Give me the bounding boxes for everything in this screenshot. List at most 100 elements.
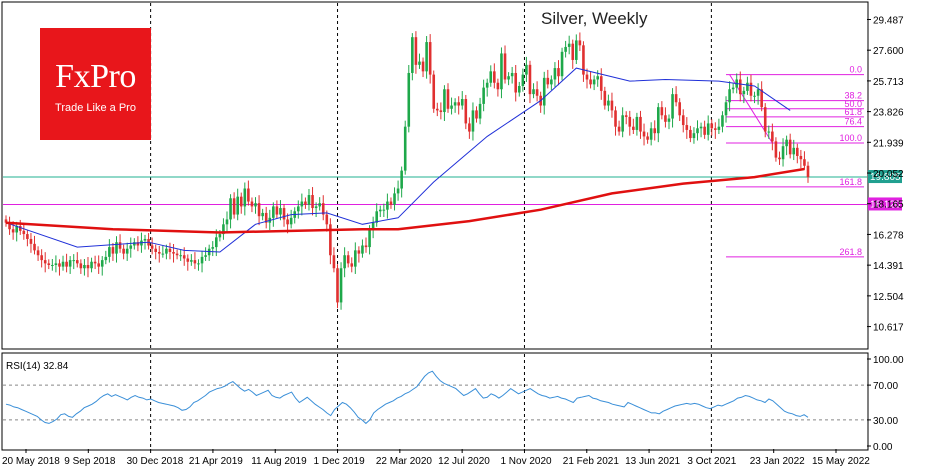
- candle-body: [778, 157, 781, 160]
- candle-body: [703, 126, 706, 135]
- moving-average-line: [5, 167, 805, 234]
- candle-body: [478, 103, 482, 119]
- candle-body: [607, 100, 610, 106]
- candle-body: [692, 133, 696, 139]
- candle-body: [204, 255, 207, 257]
- candle-body: [272, 206, 275, 218]
- candle-body: [460, 99, 464, 106]
- candle-body: [218, 234, 222, 238]
- candle-body: [264, 212, 268, 223]
- candle-body: [157, 251, 161, 254]
- candle-body: [36, 250, 40, 256]
- candle-body: [396, 188, 400, 194]
- candle-body: [731, 87, 735, 90]
- candle-body: [493, 71, 496, 83]
- candle-body: [386, 201, 389, 210]
- time-tick-label: 30 Dec 2018: [127, 456, 184, 467]
- candle-body: [296, 206, 300, 212]
- candle-body: [639, 116, 642, 132]
- time-tick-label: 3 Oct 2021: [687, 456, 736, 467]
- price-badge: [868, 197, 902, 211]
- candle-body: [125, 248, 129, 254]
- rsi-series: 100.00 70.00 30.00 0.00: [3, 355, 904, 453]
- candle-body: [624, 115, 628, 117]
- candle-body: [100, 260, 104, 267]
- candle-body: [236, 196, 239, 215]
- candle-body: [378, 209, 382, 212]
- candle-body: [18, 225, 22, 231]
- candle-body: [596, 76, 599, 80]
- candle-body: [535, 89, 539, 96]
- candle-body: [599, 76, 603, 91]
- candle-body: [756, 89, 760, 96]
- candles: [4, 31, 810, 310]
- candle-body: [393, 193, 396, 205]
- candle-body: [311, 195, 314, 209]
- candle-body: [371, 222, 375, 230]
- time-tick-label: 22 Mar 2020: [376, 456, 433, 467]
- candle-body: [717, 126, 721, 130]
- price-tick-label: 23.826: [873, 108, 904, 119]
- candle-body: [11, 229, 15, 233]
- candle-body: [136, 242, 140, 246]
- candle-body: [286, 219, 289, 225]
- candle-body: [550, 79, 553, 85]
- time-tick-label: 13 Jun 2021: [625, 456, 680, 467]
- candle-body: [421, 61, 425, 72]
- candle-body: [749, 82, 753, 96]
- candle-body: [111, 247, 115, 254]
- candle-body: [403, 126, 407, 171]
- candle-body: [746, 82, 749, 91]
- price-tick-label: 25.713: [873, 77, 904, 88]
- candle-body: [674, 94, 678, 103]
- candle-body: [710, 123, 714, 129]
- candle-body: [781, 146, 785, 160]
- candle-body: [318, 203, 321, 207]
- candle-body: [279, 208, 282, 215]
- logo-tagline: Trade Like a Pro: [55, 102, 136, 114]
- candle-body: [51, 265, 54, 267]
- candle-body: [503, 53, 507, 80]
- candle-body: [528, 64, 532, 95]
- candle-body: [122, 248, 125, 254]
- price-badge-label: 18.120: [870, 199, 901, 210]
- candle-body: [375, 211, 379, 223]
- candle-body: [175, 253, 179, 256]
- candle-body: [796, 147, 799, 156]
- candle-body: [671, 94, 674, 119]
- candle-body: [724, 102, 728, 116]
- candle-body: [468, 123, 471, 132]
- candle-body: [211, 247, 215, 249]
- candle-body: [314, 206, 318, 209]
- candle-body: [193, 260, 197, 264]
- candle-body: [254, 203, 257, 207]
- candle-body: [517, 85, 521, 93]
- candle-body: [525, 64, 528, 75]
- candle-body: [453, 102, 457, 106]
- candle-body: [304, 201, 307, 205]
- candle-body: [514, 72, 518, 93]
- horizontal-levels: 19.805 18.120: [3, 170, 902, 211]
- price-badge: [868, 170, 902, 184]
- time-axis: 20 May 2018 9 Sep 2018 30 Dec 2018 21 Apr 2…: [2, 449, 870, 467]
- time-tick-label: 1 Dec 2019: [314, 456, 366, 467]
- candle-body: [364, 245, 368, 248]
- candle-body: [172, 251, 175, 254]
- candle-body: [336, 268, 339, 303]
- candle-body: [771, 131, 774, 142]
- candle-body: [714, 128, 717, 130]
- candle-body: [190, 260, 193, 262]
- time-tick-label: 21 Apr 2019: [189, 456, 243, 467]
- time-tick-label: 23 Jan 2022: [750, 456, 805, 467]
- candle-body: [47, 263, 51, 266]
- candle-body: [26, 234, 29, 239]
- candle-body: [667, 118, 671, 122]
- fib-label: 61.8: [844, 107, 862, 117]
- candle-body: [229, 198, 232, 220]
- time-tick-label: 20 May 2018: [2, 456, 60, 467]
- rsi-tick-label: 70.00: [873, 381, 898, 392]
- candle-body: [239, 196, 243, 207]
- candle-body: [222, 224, 225, 235]
- candle-body: [215, 237, 218, 248]
- candle-body: [646, 136, 649, 140]
